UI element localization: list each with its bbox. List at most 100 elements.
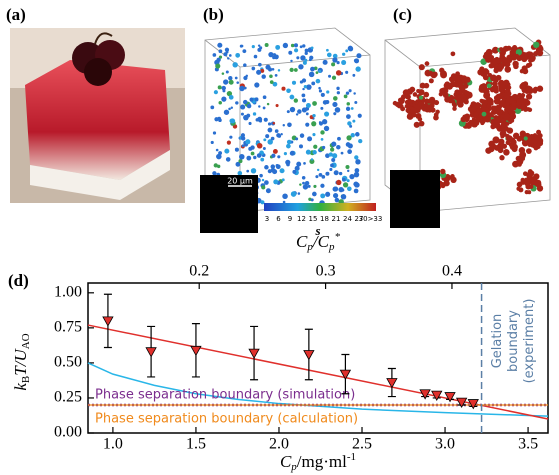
particle	[264, 165, 269, 170]
particle	[281, 87, 285, 91]
particle	[286, 144, 291, 149]
particle	[272, 169, 277, 174]
particle	[270, 80, 274, 84]
boundary-label: Phase separation boundary (calculation)	[95, 411, 358, 426]
particle	[302, 107, 307, 112]
particle	[243, 100, 247, 104]
top-tick-label: 0.2	[189, 263, 209, 280]
particle	[414, 122, 420, 128]
particle	[507, 128, 512, 133]
particle	[216, 58, 220, 62]
particle	[254, 82, 259, 87]
particle	[335, 107, 341, 113]
particle	[398, 97, 405, 104]
particle	[456, 99, 463, 106]
particle	[224, 149, 229, 154]
particle	[308, 185, 311, 188]
particle	[522, 65, 528, 71]
particle	[533, 89, 537, 93]
particle	[291, 44, 294, 47]
particle	[354, 101, 357, 104]
particle	[333, 96, 338, 101]
particle	[249, 122, 252, 125]
particle	[242, 49, 246, 53]
particle	[251, 152, 255, 156]
particle	[504, 66, 511, 73]
particle	[243, 115, 249, 121]
particle	[290, 68, 294, 72]
particle	[297, 109, 302, 114]
particle	[305, 49, 309, 53]
particle	[216, 149, 219, 152]
particle	[354, 189, 359, 194]
colorbar-tick-label: 18	[320, 215, 329, 223]
colorbar	[264, 203, 376, 211]
particle	[311, 198, 314, 201]
particle	[526, 107, 530, 111]
particle	[265, 65, 270, 70]
particle	[290, 151, 295, 156]
particle	[263, 147, 266, 150]
particle	[345, 49, 348, 52]
particle	[325, 192, 330, 197]
particle	[312, 150, 316, 154]
particle	[522, 140, 528, 146]
particle	[282, 193, 288, 199]
particle	[348, 143, 353, 148]
particle	[294, 98, 298, 102]
particle	[311, 47, 314, 50]
particle	[295, 137, 298, 140]
particle	[311, 158, 313, 160]
particle	[358, 114, 362, 118]
particle	[271, 137, 275, 141]
particle	[324, 111, 329, 116]
particle	[510, 119, 514, 123]
particle	[343, 182, 348, 187]
top-axis-label: Cp/Cp*	[296, 231, 340, 253]
particle	[465, 77, 471, 83]
particle	[304, 85, 307, 88]
particle	[264, 180, 269, 185]
particle	[354, 155, 358, 159]
particle	[277, 134, 281, 138]
figure: (a) (b) 20 μm 36912151821242730>33 s (c)…	[0, 0, 559, 475]
particle	[268, 122, 271, 125]
particle	[215, 63, 220, 68]
particle	[312, 114, 315, 117]
particle	[425, 61, 430, 66]
particle	[347, 186, 352, 191]
particle	[349, 174, 354, 179]
particle	[341, 60, 346, 65]
particle	[217, 43, 222, 48]
particle	[254, 97, 258, 101]
particle	[259, 46, 262, 49]
particle	[320, 193, 325, 198]
particle	[252, 67, 256, 71]
particle	[332, 76, 336, 80]
particle	[286, 89, 290, 93]
particle	[304, 59, 307, 62]
particle	[307, 136, 312, 141]
particle	[419, 64, 425, 70]
particle	[236, 81, 239, 84]
particle	[210, 105, 214, 109]
particle	[489, 64, 494, 69]
particle	[218, 101, 222, 105]
particle	[276, 164, 279, 167]
particle	[235, 101, 238, 104]
particle	[319, 173, 323, 177]
particle	[275, 56, 277, 58]
particle	[226, 51, 229, 54]
particle	[325, 172, 329, 176]
particle	[450, 81, 456, 87]
particle	[355, 168, 360, 173]
particle	[312, 133, 315, 136]
particle	[346, 135, 351, 140]
particle	[311, 82, 315, 86]
particle	[246, 156, 251, 161]
particle	[263, 107, 266, 110]
particle	[331, 158, 335, 162]
particle	[267, 103, 269, 105]
particle	[300, 80, 303, 83]
particle	[258, 105, 260, 107]
